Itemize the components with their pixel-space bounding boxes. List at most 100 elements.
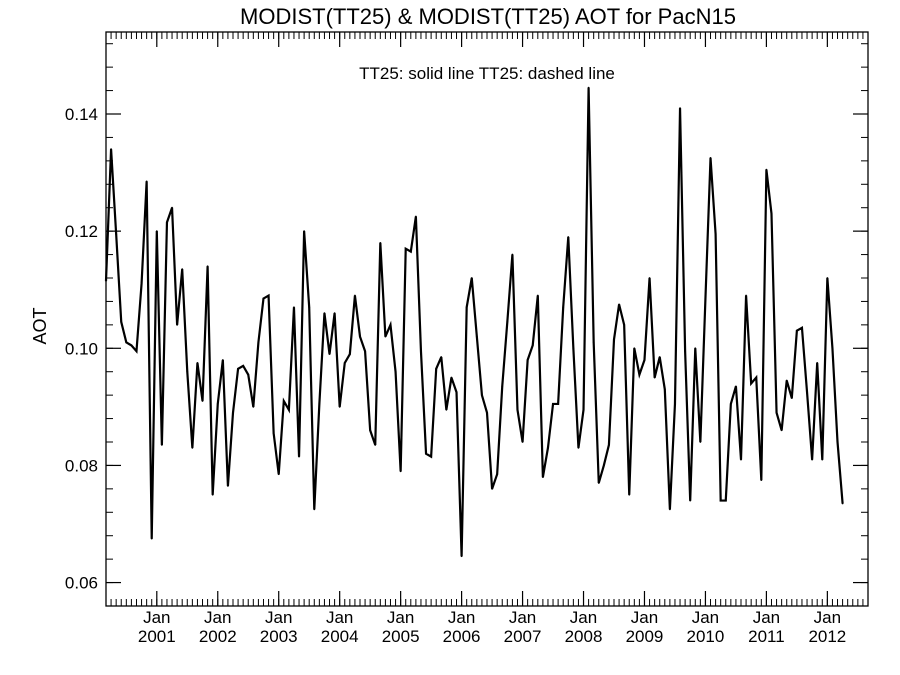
x-tick-year: 2004 [321,627,359,646]
data-point [531,344,534,347]
data-point [481,394,483,397]
data-point [338,405,341,408]
data-point [115,233,118,235]
data-point [470,277,473,279]
axis-tick-labels: 0.060.080.100.120.14Jan2001Jan2002Jan200… [65,105,846,646]
data-point [465,306,468,309]
chart-legend: TT25: solid line TT25: dashed line [359,64,615,83]
x-tick-month: Jan [204,608,231,627]
data-point [816,362,819,364]
data-point [135,350,138,353]
data-point [399,470,402,473]
x-tick-month: Jan [509,608,536,627]
data-point [552,403,554,405]
x-tick-year: 2012 [808,627,846,646]
data-point [379,241,382,244]
data-point [389,323,392,326]
data-point [638,373,641,376]
data-point [130,344,133,347]
data-point [282,400,285,402]
data-point [729,403,732,405]
data-point [577,446,580,449]
data-point [308,306,311,309]
data-point [628,493,631,496]
data-point [841,502,844,505]
data-point [221,359,224,361]
data-point [663,388,666,391]
data-point [404,247,407,250]
y-tick-label: 0.12 [65,222,98,241]
data-point [836,441,839,443]
data-point [237,367,239,370]
data-point [227,485,229,487]
data-point [806,391,808,394]
data-point [409,250,412,253]
data-point [272,432,275,435]
data-point [684,350,687,353]
data-point [374,444,377,446]
data-point [211,493,214,496]
series-line-0 [104,87,844,557]
data-point [262,297,265,300]
data-point [668,508,671,511]
x-tick-year: 2006 [443,627,481,646]
data-point [176,323,179,326]
data-point [699,441,702,443]
y-tick-label: 0.10 [65,339,98,358]
data-point [795,329,798,332]
x-tick-year: 2009 [626,627,664,646]
data-point [623,323,626,326]
x-tick-month: Jan [692,608,719,627]
x-tick-month: Jan [753,608,780,627]
data-point [541,476,544,479]
y-tick-label: 0.08 [65,456,98,475]
data-point [608,444,610,446]
data-point [613,338,615,341]
data-point [658,356,661,358]
data-point [475,335,478,338]
data-point [450,376,453,379]
x-tick-year: 2005 [382,627,420,646]
data-point [516,408,519,411]
data-point [303,230,306,233]
data-point [247,373,250,376]
data-point [171,206,173,209]
data-point [425,452,427,455]
data-point [501,385,504,388]
data-point [364,350,366,353]
data-point [735,385,737,388]
data-point [496,473,499,476]
data-point [491,487,493,490]
data-point [724,499,727,502]
data-point [145,180,148,183]
data-point [719,499,722,502]
data-point [526,359,529,361]
axis-ticks [105,32,869,607]
data-point [704,297,707,300]
data-point [460,555,463,558]
x-tick-month: Jan [631,608,658,627]
data-point [257,341,260,344]
data-point [191,446,194,449]
x-tick-year: 2002 [199,627,237,646]
x-tick-month: Jan [570,608,597,627]
data-point [232,411,234,414]
chart-title: MODIST(TT25) & MODIST(TT25) AOT for PacN… [240,4,736,29]
data-point [384,335,387,338]
data-point [679,107,681,110]
data-point [689,499,692,502]
data-point [125,341,128,344]
data-point [790,397,793,399]
data-point [760,479,763,481]
data-point [745,294,747,297]
data-point [582,408,585,411]
data-point [648,277,651,279]
data-point [618,303,620,306]
data-point [155,230,158,233]
data-point [420,350,422,353]
data-point [709,157,712,159]
x-tick-month: Jan [265,608,292,627]
data-point [394,370,397,373]
data-point [430,455,433,458]
